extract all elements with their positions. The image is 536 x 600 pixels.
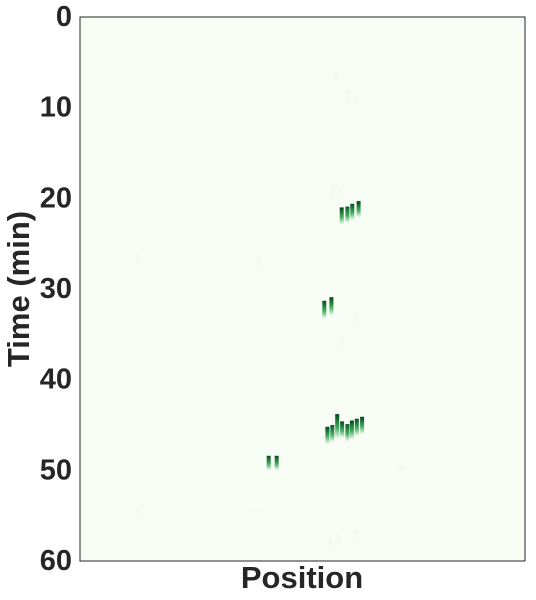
heatmap-event [340,338,346,357]
heatmap-event [353,529,359,548]
heatmap-event [354,418,359,436]
y-tick-label: 60 [40,545,72,577]
y-tick-label: 30 [40,273,72,305]
y-axis-label: Time (min) [1,211,36,367]
heatmap-event [356,201,361,218]
heatmap-event [339,207,344,225]
heatmap-event [360,416,365,434]
heatmap-event [337,187,343,206]
heatmap-event [135,252,141,271]
y-axis-ticks: 0 10 20 30 40 50 60 [40,1,72,577]
y-tick-label: 20 [40,182,72,214]
heatmap-event [353,311,359,330]
heatmap-event [345,424,350,442]
heatmap-event [335,533,341,552]
heatmap-event [330,425,335,443]
heatmap-event [135,506,141,525]
heatmap-event [333,71,339,90]
y-tick-label: 0 [56,1,72,33]
heatmap-event [344,89,350,108]
heatmap-event [329,297,334,316]
heatmap-event [322,300,327,319]
heatmap-event [253,506,259,525]
heatmap-event [335,414,340,439]
heatmap-event [349,420,354,440]
heatmap-event [397,465,403,480]
heatmap-events [135,71,403,557]
heatmap-event [340,421,345,438]
heatmap-event [255,257,261,276]
heatmap-event [345,206,350,223]
y-tick-label: 10 [40,92,72,124]
heatmap-event [331,184,337,203]
plot-frame [79,16,526,562]
x-axis-label: Position [241,560,363,595]
y-tick-label: 50 [40,454,72,486]
y-tick-label: 40 [40,364,72,396]
heatmap-event [326,538,332,557]
heatmap-event [325,426,330,444]
heatmap-event [350,203,355,221]
plot-background [80,17,525,561]
heatmap-event [353,94,359,113]
heatmap-event [274,455,279,471]
heatmap-event [266,455,271,471]
